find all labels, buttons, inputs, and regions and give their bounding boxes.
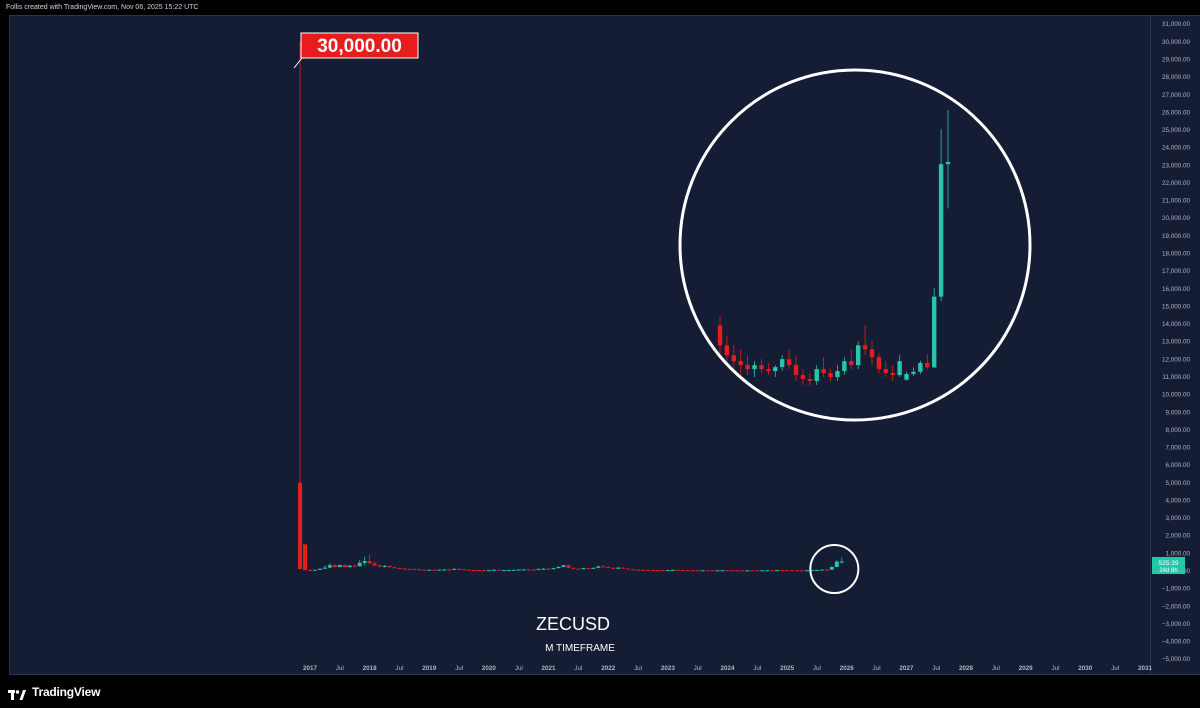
footer-bar: TradingView — [0, 675, 1200, 708]
chart-area[interactable] — [9, 15, 1151, 675]
price-axis[interactable] — [1151, 15, 1200, 675]
tradingview-logo-icon[interactable] — [8, 687, 26, 700]
chart-credit-bar: Follis created with TradingView.com, Nov… — [0, 0, 1200, 15]
chart-credit-text: Follis created with TradingView.com, Nov… — [6, 4, 199, 11]
tradingview-brand[interactable]: TradingView — [32, 684, 101, 699]
